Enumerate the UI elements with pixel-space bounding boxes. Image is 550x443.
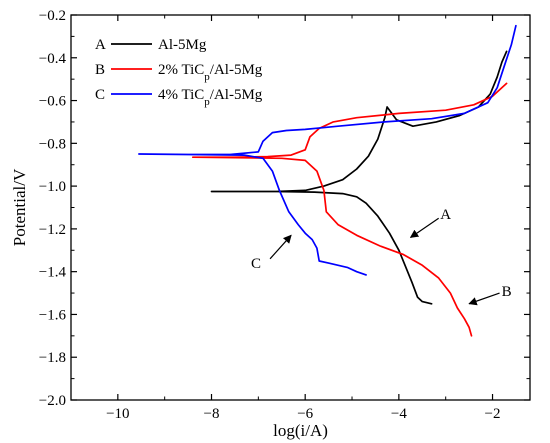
series-line-b [191,82,508,337]
y-tick-label: −0.8 [39,136,66,152]
x-tick-label: −10 [106,406,129,422]
x-tick-label: −8 [204,406,220,422]
y-tick-label: −1.0 [39,179,66,195]
annotation-arrow-c [269,234,292,260]
series-layer [138,24,517,337]
legend: A Al-5Mg B 2% TiCp/Al-5Mg C 4% TiCp/Al-5Mg [95,37,263,108]
y-tick-label: −0.4 [39,51,67,67]
legend-label-a: Al-5Mg [158,37,207,53]
x-axis: −10 −8 −6 −4 −2 [106,15,501,422]
annotation-label-b: B [502,284,512,300]
plot-frame [70,14,531,401]
annotation-label-a: A [440,207,451,223]
y-tick-label: −2.0 [39,393,66,409]
legend-letter-c: C [95,87,105,103]
annotation-arrow-a [409,217,440,238]
x-tick-label: −2 [485,406,501,422]
x-tick-label: −6 [297,406,313,422]
plot-area [70,14,531,401]
x-axis-title: log(i/A) [273,421,328,440]
legend-letter-a: A [95,37,106,53]
annotation-label-c: C [251,256,261,272]
y-tick-label: −0.2 [39,8,66,24]
annotation-layer: A B C [251,207,512,306]
y-tick-label: −1.4 [39,265,67,281]
y-tick-label: −0.6 [39,94,67,110]
annotation-arrow-b [468,292,500,306]
series-line-c [138,24,517,276]
legend-label-c: 4% TiCp/Al-5Mg [158,87,263,108]
y-tick-label: −1.8 [39,350,66,366]
y-axis: −2.0 −1.8 −1.6 −1.4 −1.2 −1.0 −0.8 −0.6 −0.4 −0.2 [39,8,530,409]
y-tick-label: −1.2 [39,222,66,238]
y-tick-label: −1.6 [39,307,67,323]
legend-label-b: 2% TiCp/Al-5Mg [158,62,263,83]
legend-letter-b: B [95,62,105,78]
y-axis-title: Potential/V [10,168,29,246]
x-tick-label: −4 [391,406,407,422]
